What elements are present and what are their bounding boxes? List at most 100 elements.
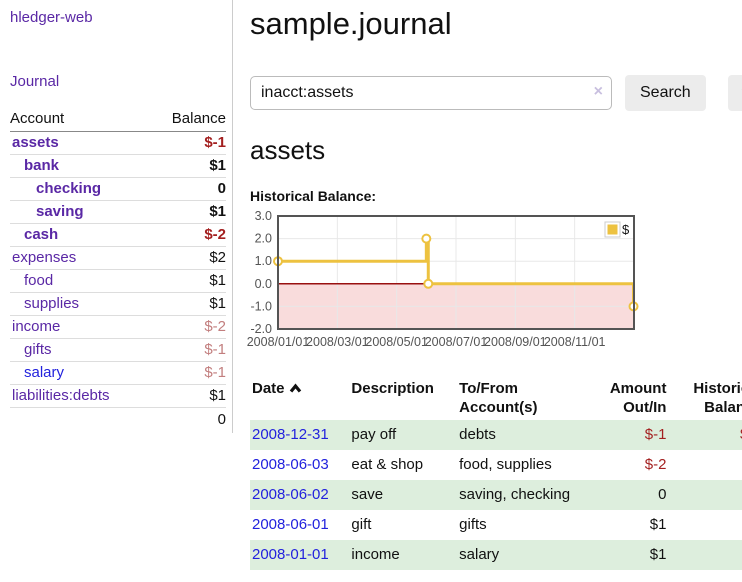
y-axis-tick-label: 0.0 <box>255 277 272 291</box>
accounts-column-header: To/From Account(s) <box>459 380 538 416</box>
account-balance: $-2 <box>149 315 226 339</box>
clear-search-icon[interactable]: × <box>593 83 603 100</box>
account-link[interactable]: expenses <box>12 249 77 266</box>
account-link[interactable]: gifts <box>24 341 52 358</box>
accounts-header-row: Account Balance <box>10 107 226 132</box>
transaction-date: 2008-06-02 <box>250 480 349 510</box>
account-heading: assets <box>250 135 326 165</box>
account-link[interactable]: salary <box>24 364 65 381</box>
transaction-accounts: saving, checking <box>459 486 571 503</box>
account-row: saving $1 <box>10 200 226 224</box>
x-axis-tick-label: 2008/09/01 <box>484 335 547 349</box>
account-row: bank $1 <box>10 154 226 178</box>
account-row: expenses $2 <box>10 246 226 270</box>
main-content: sample.journal × Search ? assets Histori… <box>233 0 742 570</box>
account-link[interactable]: bank <box>24 157 60 174</box>
transaction-description: save <box>351 486 384 503</box>
transaction-date: 2008-06-01 <box>250 510 349 540</box>
transaction-date-link[interactable]: 2008-01-01 <box>252 546 329 563</box>
transaction-accounts: salary <box>459 546 500 563</box>
account-row: cash $-2 <box>10 223 226 247</box>
transaction-accounts: gifts <box>459 516 487 533</box>
transaction-date-link[interactable]: 2008-06-03 <box>252 456 329 473</box>
account-balance: $-1 <box>149 131 226 155</box>
plot-border <box>277 215 635 330</box>
transaction-balance: 0 <box>668 450 742 480</box>
page: hledger-web Journal Account Balance asse… <box>0 0 742 570</box>
transaction-balance: $-1 <box>668 420 742 450</box>
register-row: 2008-12-31 pay off debts $-1$-1 <box>250 420 742 450</box>
account-row: assets $-1 <box>10 131 226 155</box>
account-balance: $1 <box>149 292 226 316</box>
account-link[interactable]: checking <box>36 180 102 197</box>
transaction-description: gift <box>351 516 372 533</box>
transaction-accounts: food, supplies <box>459 456 552 473</box>
accounts-total-row: 0 <box>10 407 226 431</box>
search-input[interactable] <box>250 76 612 110</box>
y-axis-tick-label: -2.0 <box>250 322 272 336</box>
account-balance: $1 <box>149 200 226 224</box>
transaction-amount: 0 <box>658 486 667 503</box>
account-balance: $1 <box>149 384 226 408</box>
register-row: 2008-01-01 income salary $1$1 <box>250 540 742 570</box>
register-row: 2008-06-03 eat & shop food, supplies $-20 <box>250 450 742 480</box>
y-axis-tick-label: 1.0 <box>255 254 272 268</box>
search-button[interactable]: Search <box>625 75 706 111</box>
transaction-description: eat & shop <box>351 456 424 473</box>
account-row: checking 0 <box>10 177 226 201</box>
transaction-description: income <box>351 546 400 563</box>
sidebar: hledger-web Journal Account Balance asse… <box>0 0 233 433</box>
transaction-date-link[interactable]: 2008-06-02 <box>252 486 329 503</box>
account-row: income $-2 <box>10 315 226 339</box>
account-row: liabilities:debts $1 <box>10 384 226 408</box>
account-row: food $1 <box>10 269 226 293</box>
chart-title: Historical Balance: <box>250 188 377 204</box>
account-balance: $-1 <box>149 338 226 362</box>
account-link[interactable]: saving <box>36 203 84 220</box>
account-balance: $1 <box>149 154 226 178</box>
account-link[interactable]: supplies <box>24 295 80 312</box>
search-form: × Search ? <box>250 75 742 111</box>
account-balance: $1 <box>149 269 226 293</box>
transaction-balance: $2 <box>668 480 742 510</box>
x-axis-tick-label: 2008/07/01 <box>425 335 488 349</box>
register-header-row: Date Description To/From Account(s) Amou… <box>250 376 742 420</box>
description-column-header: Description <box>351 380 434 397</box>
amount-column-header: Amount Out/In <box>609 380 667 416</box>
legend-label: $ <box>622 222 630 237</box>
transaction-date: 2008-06-03 <box>250 450 349 480</box>
transaction-accounts: debts <box>459 426 496 443</box>
nav-journal-link[interactable]: Journal <box>10 73 60 90</box>
y-axis-tick-label: -1.0 <box>250 299 272 313</box>
y-axis-tick-label: 2.0 <box>255 232 272 246</box>
transaction-balance: $1 <box>668 540 742 570</box>
data-point-marker <box>421 233 432 244</box>
account-link[interactable]: cash <box>24 226 59 243</box>
account-row: supplies $1 <box>10 292 226 316</box>
transaction-date-link[interactable]: 2008-12-31 <box>252 426 329 443</box>
transaction-description: pay off <box>351 426 397 443</box>
account-column-header: Account <box>10 107 150 132</box>
account-balance: 0 <box>149 177 226 201</box>
register-row: 2008-06-01 gift gifts $1$2 <box>250 510 742 540</box>
transaction-amount: $1 <box>649 546 667 563</box>
brand-link[interactable]: hledger-web <box>10 9 93 26</box>
balance-column-header-register: Historical Balance <box>693 380 742 416</box>
transaction-date: 2008-01-01 <box>250 540 349 570</box>
historical-balance-chart: $3.0 2.0 1.0 0.0 -1.0 -2.0 2008/01/01 2008/03/0… <box>247 209 742 358</box>
help-button[interactable]: ? <box>727 75 742 111</box>
account-link[interactable]: income <box>12 318 61 335</box>
date-column-header[interactable]: Date <box>250 376 349 420</box>
account-link[interactable]: food <box>24 272 54 289</box>
account-link[interactable]: liabilities:debts <box>12 387 110 404</box>
account-row: gifts $-1 <box>10 338 226 362</box>
account-balance: $-1 <box>149 361 226 385</box>
sort-ascending-icon <box>289 379 302 398</box>
transaction-amount: $-1 <box>644 426 667 443</box>
transaction-date-link[interactable]: 2008-06-01 <box>252 516 329 533</box>
x-axis-tick-label: 2008/01/01 <box>247 335 310 349</box>
account-link[interactable]: assets <box>12 134 59 151</box>
account-row: salary $-1 <box>10 361 226 385</box>
y-axis-tick-label: 3.0 <box>255 209 272 223</box>
register-table: Date Description To/From Account(s) Amou… <box>250 376 742 570</box>
